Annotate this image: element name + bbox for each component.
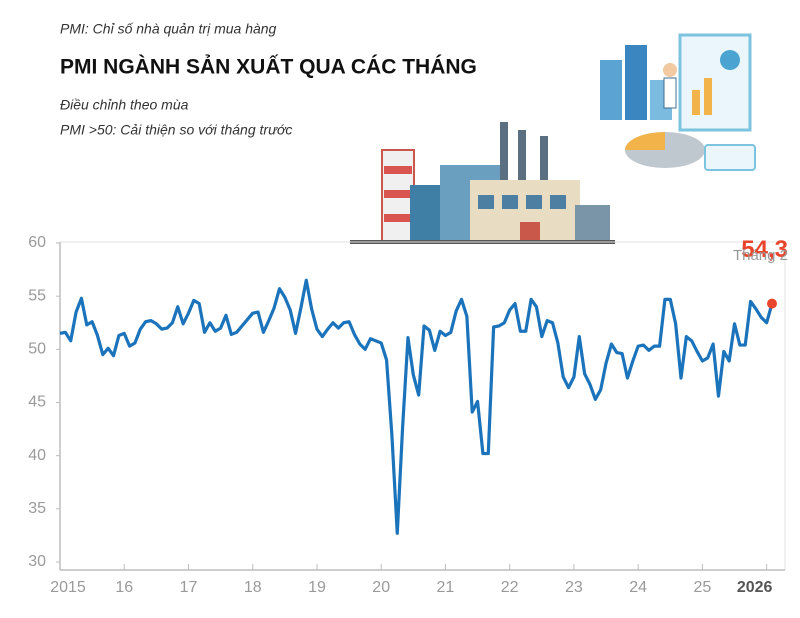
y-tick-label: 35 — [28, 500, 46, 517]
factory-illustration — [350, 122, 615, 244]
x-tick-label: 19 — [308, 579, 326, 596]
marker — [767, 298, 777, 309]
chart-title: PMI NGÀNH SẢN XUẤT QUA CÁC THÁNG — [60, 56, 477, 79]
y-tick-label: 55 — [28, 287, 46, 304]
line — [59, 278, 774, 535]
x-tick-label: 20 — [372, 579, 390, 596]
x-tick-label: 2015 — [50, 579, 86, 596]
y-tick-label: 60 — [28, 234, 46, 251]
x-tick-label: 18 — [244, 579, 262, 596]
x-tick-label: 24 — [629, 579, 647, 596]
x-tick-label: 21 — [437, 579, 455, 596]
x-tick-label: 22 — [501, 579, 519, 596]
y-tick-label: 40 — [28, 447, 46, 464]
x-tick-label: 23 — [565, 579, 583, 596]
x-tick-label: 25 — [694, 579, 712, 596]
y-tick-label: 45 — [28, 394, 46, 411]
note: PMI: Chỉ số nhà quản trị mua hàng — [60, 21, 277, 37]
value-label: 54,3 — [741, 236, 788, 263]
subtitle: Điều chỉnh theo mùa — [60, 97, 189, 113]
y-tick-label: 50 — [28, 341, 46, 358]
y-tick-label: 30 — [28, 553, 46, 570]
annotation: Tháng 2 — [733, 247, 788, 264]
subtitle: PMI >50: Cải thiện so với tháng trước — [60, 122, 292, 138]
x-tick-label: 2026 — [737, 579, 773, 596]
x-tick-label: 16 — [115, 579, 133, 596]
x-tick-label: 17 — [180, 579, 198, 596]
business-illustration — [600, 33, 756, 171]
